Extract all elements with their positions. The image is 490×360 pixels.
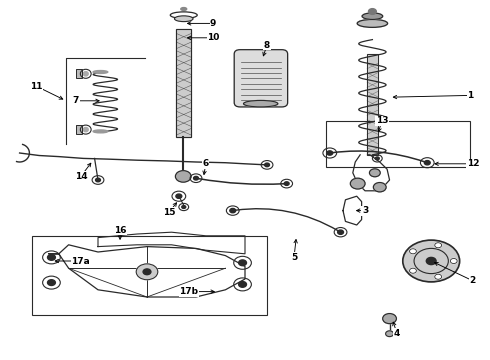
Ellipse shape <box>83 72 88 76</box>
Ellipse shape <box>93 130 108 133</box>
Circle shape <box>239 260 246 266</box>
Circle shape <box>373 183 386 192</box>
Text: 3: 3 <box>362 206 368 215</box>
Bar <box>76 125 82 134</box>
Text: 17b: 17b <box>179 287 198 296</box>
Circle shape <box>239 282 246 287</box>
Circle shape <box>96 178 100 182</box>
Circle shape <box>284 182 289 185</box>
Ellipse shape <box>83 127 88 132</box>
Text: 17a: 17a <box>72 256 90 265</box>
Ellipse shape <box>244 100 278 107</box>
Circle shape <box>435 274 441 279</box>
Circle shape <box>435 243 441 248</box>
Text: 8: 8 <box>264 40 270 49</box>
Circle shape <box>327 151 333 155</box>
Circle shape <box>369 169 380 177</box>
Text: 4: 4 <box>393 328 400 338</box>
Circle shape <box>426 257 436 265</box>
Bar <box>367 54 378 155</box>
Bar <box>76 69 82 78</box>
Circle shape <box>265 163 270 167</box>
Circle shape <box>383 314 396 324</box>
Bar <box>76 125 82 134</box>
Text: 14: 14 <box>74 172 87 181</box>
Ellipse shape <box>362 13 383 19</box>
Ellipse shape <box>181 8 187 10</box>
Bar <box>32 236 267 315</box>
Circle shape <box>410 249 416 254</box>
Circle shape <box>48 280 55 285</box>
Bar <box>367 54 378 155</box>
Text: 13: 13 <box>376 116 389 125</box>
Ellipse shape <box>174 16 193 22</box>
Circle shape <box>175 171 191 182</box>
Bar <box>176 29 191 137</box>
Circle shape <box>230 208 236 213</box>
Text: 10: 10 <box>207 33 220 42</box>
Text: 9: 9 <box>210 19 217 28</box>
Text: 15: 15 <box>163 208 175 217</box>
Text: 16: 16 <box>114 226 126 235</box>
Circle shape <box>450 258 457 264</box>
Circle shape <box>194 176 198 180</box>
Text: 5: 5 <box>291 253 297 262</box>
Text: 7: 7 <box>73 96 79 105</box>
Circle shape <box>182 206 186 208</box>
Ellipse shape <box>93 71 108 73</box>
Bar <box>326 121 470 167</box>
Text: 1: 1 <box>467 91 473 100</box>
Circle shape <box>48 255 55 260</box>
FancyBboxPatch shape <box>234 50 288 107</box>
Circle shape <box>375 157 379 160</box>
Circle shape <box>410 268 416 273</box>
Circle shape <box>176 194 182 198</box>
Circle shape <box>386 331 393 337</box>
Text: 12: 12 <box>466 159 479 168</box>
Bar <box>176 29 191 137</box>
Text: 11: 11 <box>30 82 43 91</box>
Circle shape <box>338 230 343 234</box>
Circle shape <box>424 161 430 165</box>
Circle shape <box>136 264 158 280</box>
Circle shape <box>350 178 365 189</box>
Text: 6: 6 <box>203 159 209 168</box>
Text: 2: 2 <box>470 276 476 285</box>
Circle shape <box>143 269 151 275</box>
Circle shape <box>403 240 460 282</box>
Bar <box>76 69 82 78</box>
Ellipse shape <box>357 19 388 27</box>
Circle shape <box>368 9 376 14</box>
